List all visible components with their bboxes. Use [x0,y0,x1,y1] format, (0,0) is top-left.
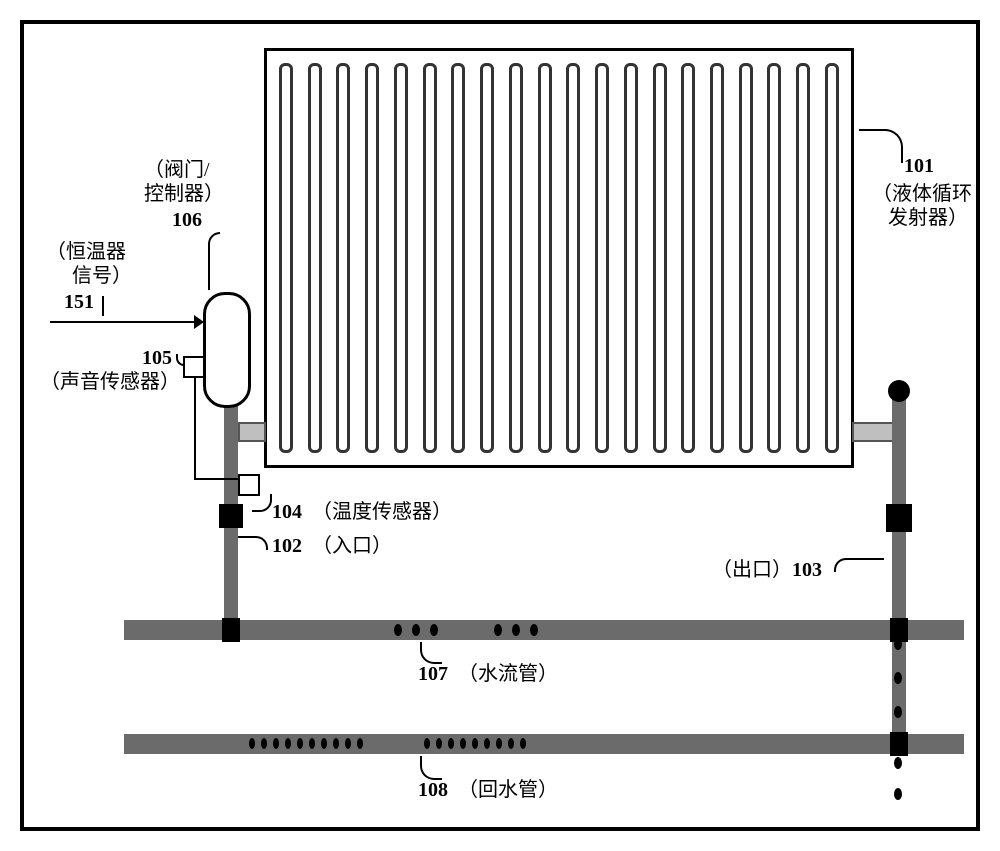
flow-dot [472,738,478,749]
radiator-fin [796,63,810,453]
radiator-body [264,48,854,468]
flow-dot [424,738,430,749]
flow-dot [494,624,502,636]
flow-dot [285,738,291,749]
thermostat-signal-arrowhead [194,315,204,329]
label-151-text1: （恒温器 [46,240,126,265]
flow-dot [430,624,438,636]
flow-dot [496,738,502,749]
radiator-fin [653,63,667,453]
label-105-text: （声音传感器） [40,370,180,395]
flow-dot [894,672,902,684]
flow-dot [394,624,402,636]
leader-108 [420,756,442,780]
inlet-fitting [219,504,243,528]
leader-105 [176,354,184,366]
leader-103 [834,558,884,572]
flow-dot [321,738,327,749]
label-102-num: 102 [272,534,302,559]
outlet-pipe [892,394,906,749]
radiator-fin [423,63,437,453]
flow-dot [309,738,315,749]
flow-dot [894,638,902,650]
junction-outlet-return [890,732,908,756]
flow-dot [448,738,454,749]
radiator-fin [624,63,638,453]
thermostat-signal-line [50,321,199,323]
label-107-num: 107 [418,662,448,687]
junction-inlet-flow [222,618,240,642]
temperature-sensor [238,474,260,496]
radiator-fin [566,63,580,453]
radiator-fin [509,63,523,453]
label-106-text1: （阀门/ [144,158,210,183]
flow-dot [894,757,902,769]
sound-sensor-wire-v [194,378,196,478]
sound-sensor-wire-h [194,478,239,480]
leader-107 [420,642,442,664]
outlet-cap [888,380,910,402]
label-101-num: 101 [904,154,934,179]
label-151-text2: 信号） [72,264,132,289]
radiator-fin [480,63,494,453]
leader-151 [102,296,104,316]
flow-dot [894,788,902,800]
flow-dot [530,624,538,636]
label-104-text: （温度传感器） [312,500,452,525]
label-101-text1: （液体循环 [872,182,972,207]
flow-dot [357,738,363,749]
flow-dot [512,624,520,636]
radiator-fin [365,63,379,453]
valve-controller [203,292,251,408]
label-107-text: （水流管） [458,662,558,687]
flow-dot [345,738,351,749]
radiator-fin [710,63,724,453]
radiator-fin [336,63,350,453]
flow-dot [333,738,339,749]
leader-101 [859,129,903,163]
label-108-num: 108 [418,778,448,803]
flow-dot [261,738,267,749]
leader-104 [252,494,272,512]
radiator-fin [595,63,609,453]
flow-dot [273,738,279,749]
radiator-fin [451,63,465,453]
label-151-num: 151 [64,290,94,315]
radiator-fin [394,63,408,453]
radiator-fin [308,63,322,453]
outlet-fitting [886,504,912,532]
label-106-text2: 控制器） [144,182,224,207]
leader-106 [208,232,220,290]
flow-dot [894,706,902,718]
label-102-text: （入口） [312,534,392,559]
label-105-num: 105 [142,346,172,371]
flow-dot [249,738,255,749]
sound-sensor [183,356,205,378]
label-103-num: 103 [792,558,822,583]
flow-dot [297,738,303,749]
flow-dot [436,738,442,749]
radiator-fin [538,63,552,453]
flow-pipe [124,620,964,640]
radiator-fins [279,63,839,453]
outlet-connector [852,422,894,442]
flow-dot [412,624,420,636]
diagram-frame: 101 （液体循环 发射器） （阀门/ 控制器） 106 （恒温器 信号） 15… [20,20,980,831]
leader-102 [238,536,268,550]
radiator-fin [739,63,753,453]
flow-dot [484,738,490,749]
radiator-fin [825,63,839,453]
radiator-fin [767,63,781,453]
inlet-connector [238,422,266,442]
radiator-fin [279,63,293,453]
flow-dot [508,738,514,749]
label-101-text2: 发射器） [888,206,968,231]
flow-dot [520,738,526,749]
label-106-num: 106 [172,208,202,233]
label-108-text: （回水管） [458,778,558,803]
radiator-fin [681,63,695,453]
flow-dot [460,738,466,749]
label-104-num: 104 [272,500,302,525]
label-103-text: （出口） [712,558,792,583]
